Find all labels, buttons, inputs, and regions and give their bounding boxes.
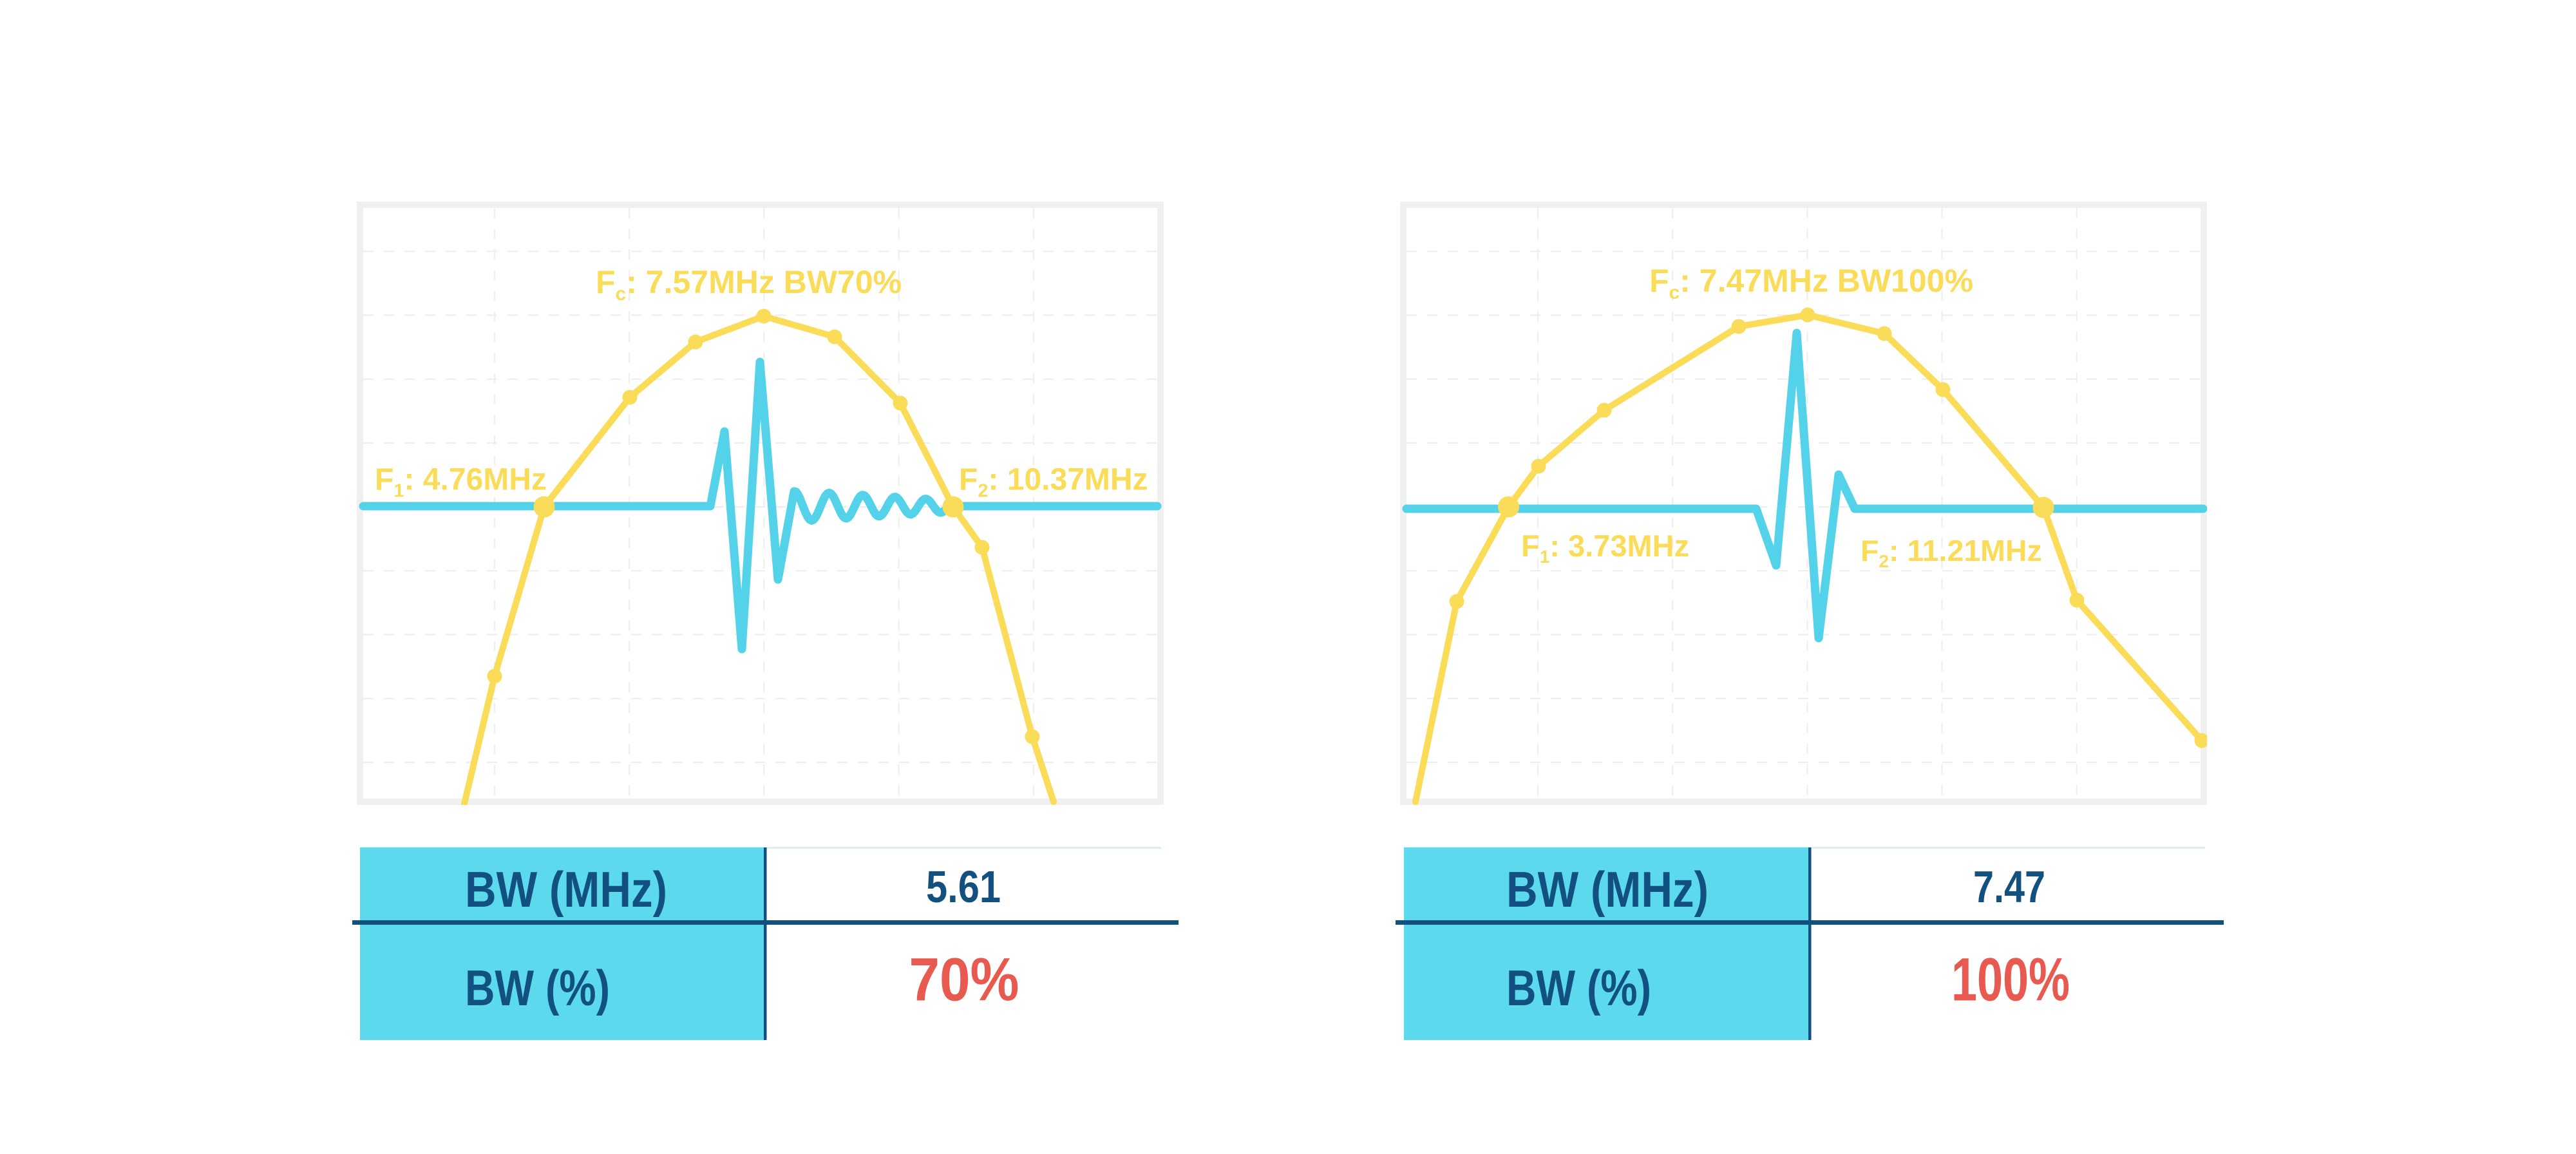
svg-text:BW (MHz): BW (MHz): [1506, 861, 1709, 918]
svg-text:F2: 11.21MHz: F2: 11.21MHz: [1861, 534, 2042, 571]
svg-text:5.61: 5.61: [926, 862, 1001, 912]
svg-text:100%: 100%: [1951, 946, 2070, 1014]
svg-text:BW (MHz): BW (MHz): [465, 861, 667, 918]
svg-text:Fc: 7.47MHz BW100%: Fc: 7.47MHz BW100%: [1649, 263, 1973, 303]
svg-text:F1: 3.73MHz: F1: 3.73MHz: [1521, 529, 1689, 567]
svg-text:7.47: 7.47: [1973, 862, 2045, 912]
svg-text:BW (%): BW (%): [465, 960, 610, 1016]
svg-text:70%: 70%: [909, 946, 1019, 1014]
svg-text:BW (%): BW (%): [1506, 960, 1651, 1016]
svg-text:Fc: 7.57MHz BW70%: Fc: 7.57MHz BW70%: [596, 264, 902, 305]
svg-text:F2: 10.37MHz: F2: 10.37MHz: [959, 463, 1148, 502]
